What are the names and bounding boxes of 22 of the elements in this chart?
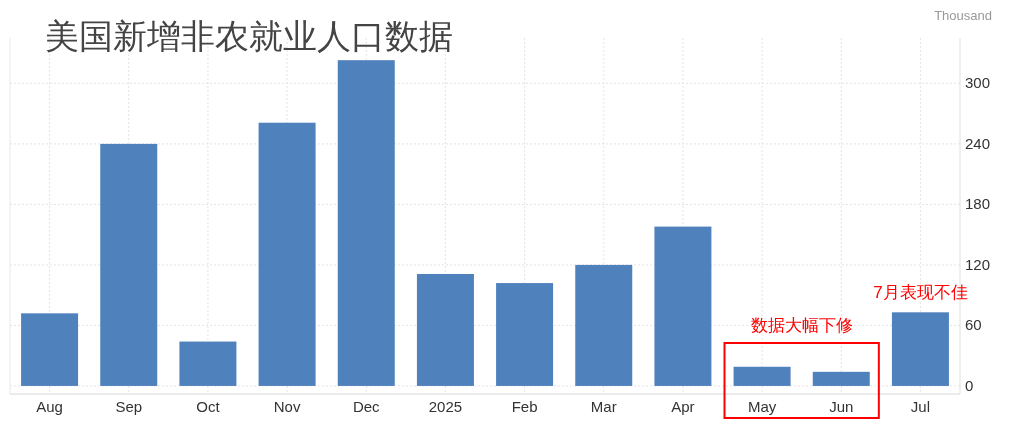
x-tick-label: Sep [115,398,143,415]
x-tick-label: May [747,398,777,415]
chart-title: 美国新增非农就业人口数据 [45,17,453,55]
x-tick-label: Dec [352,398,381,415]
x-tick-label: Mar [590,398,617,415]
x-tick-label: Jul [910,398,931,415]
x-tick-label: Nov [273,398,301,415]
x-tick-label: Apr [671,398,695,415]
x-tick-label: Jun [829,398,854,415]
y-tick-label: 120 [965,255,991,273]
x-tick-label: 2025 [428,398,463,415]
x-tick-label: Aug [36,398,63,415]
y-axis-title: Thousand [934,8,992,23]
annotation: 7月表现不佳 [873,283,968,303]
y-tick-label: 300 [965,74,991,92]
y-tick-label: 240 [965,134,991,152]
annotation: 数据大幅下修 [750,316,853,335]
y-tick-label: 60 [965,316,982,334]
x-tick-label: Oct [196,398,221,415]
y-tick-label: 0 [965,376,974,394]
x-tick-label: Feb [511,398,538,415]
y-tick-label: 180 [965,195,991,213]
